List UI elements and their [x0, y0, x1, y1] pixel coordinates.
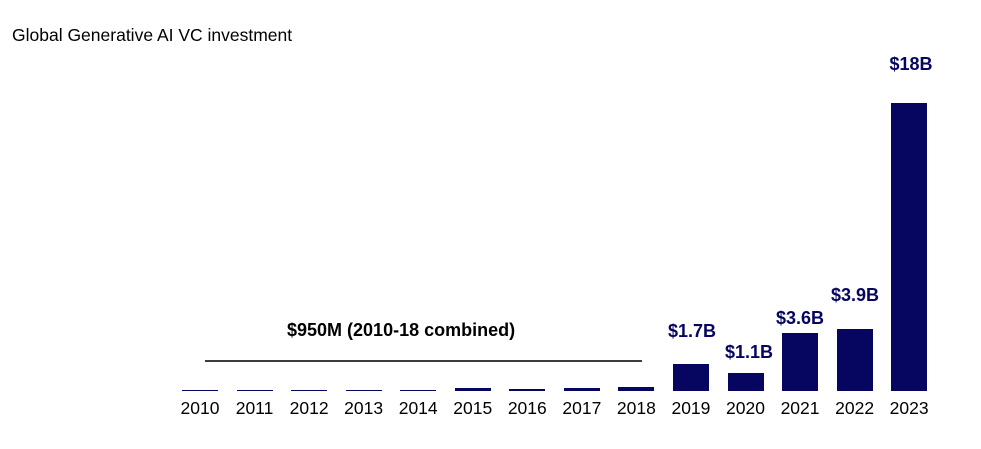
bar-2020	[727, 373, 764, 391]
x-tick-2018: 2018	[616, 398, 656, 418]
bar-2012	[291, 389, 328, 391]
x-tick-2015: 2015	[453, 398, 493, 418]
x-tick-2013: 2013	[344, 398, 384, 418]
bar-2022	[836, 328, 873, 391]
bar-2014	[400, 389, 437, 391]
x-tick-2017: 2017	[562, 398, 602, 418]
x-tick-2010: 2010	[180, 398, 220, 418]
value-label-2023: $18B	[889, 54, 933, 74]
bar-2018	[618, 387, 655, 391]
x-tick-2022: 2022	[835, 398, 875, 418]
bar-2013	[345, 389, 382, 391]
bar-2023	[891, 103, 928, 391]
annotation-span-line	[205, 360, 642, 362]
chart-title: Global Generative AI VC investment	[12, 25, 293, 45]
bar-2011	[236, 389, 273, 391]
bar-2015	[454, 388, 491, 391]
bar-2016	[509, 389, 546, 391]
bar-2017	[563, 388, 600, 391]
value-label-2019: $1.7B	[667, 321, 717, 341]
x-tick-2019: 2019	[671, 398, 711, 418]
x-tick-2021: 2021	[780, 398, 820, 418]
value-label-2021: $3.6B	[775, 308, 825, 328]
bar-2010	[182, 389, 218, 391]
x-tick-2011: 2011	[235, 398, 274, 418]
combined-total-annotation: $950M (2010-18 combined)	[287, 320, 516, 340]
x-tick-2014: 2014	[398, 398, 438, 418]
x-tick-2020: 2020	[726, 398, 765, 418]
value-label-2022: $3.9B	[830, 285, 880, 305]
x-tick-2023: 2023	[889, 398, 929, 418]
bar-2021	[782, 333, 819, 391]
x-tick-2016: 2016	[507, 398, 547, 418]
value-label-2020: $1.1B	[724, 342, 774, 362]
x-tick-2012: 2012	[289, 398, 329, 418]
bar-2019	[672, 363, 709, 391]
